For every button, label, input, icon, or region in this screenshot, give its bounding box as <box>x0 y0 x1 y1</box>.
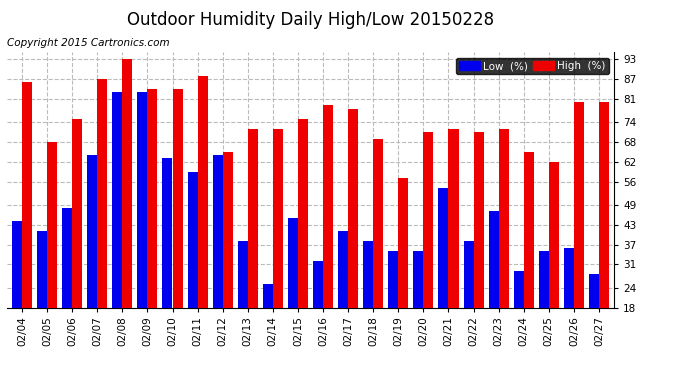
Bar <box>47 142 57 367</box>
Bar <box>489 211 499 367</box>
Bar <box>388 251 398 367</box>
Bar <box>363 241 373 367</box>
Bar <box>438 188 449 367</box>
Bar <box>248 129 258 367</box>
Bar <box>323 105 333 367</box>
Bar <box>97 79 107 367</box>
Bar <box>12 221 22 367</box>
Bar <box>524 152 534 367</box>
Bar <box>473 132 484 367</box>
Bar <box>398 178 408 367</box>
Legend: Low  (%), High  (%): Low (%), High (%) <box>456 58 609 74</box>
Bar <box>348 109 358 367</box>
Bar <box>87 155 97 367</box>
Bar <box>514 271 524 367</box>
Bar <box>288 218 298 367</box>
Bar <box>338 231 348 367</box>
Bar <box>162 159 172 367</box>
Bar <box>197 76 208 367</box>
Bar <box>448 129 459 367</box>
Bar <box>172 89 183 367</box>
Bar <box>62 208 72 367</box>
Bar <box>599 102 609 367</box>
Bar <box>22 82 32 367</box>
Bar <box>373 139 383 367</box>
Bar <box>137 92 148 367</box>
Text: Copyright 2015 Cartronics.com: Copyright 2015 Cartronics.com <box>7 38 170 48</box>
Bar <box>564 248 574 367</box>
Bar <box>223 152 233 367</box>
Bar <box>112 92 122 367</box>
Bar <box>72 119 82 367</box>
Bar <box>188 172 197 367</box>
Text: Outdoor Humidity Daily High/Low 20150228: Outdoor Humidity Daily High/Low 20150228 <box>127 11 494 29</box>
Bar <box>589 274 599 367</box>
Bar <box>122 59 132 367</box>
Bar <box>464 241 473 367</box>
Bar <box>574 102 584 367</box>
Bar <box>148 89 157 367</box>
Bar <box>549 162 559 367</box>
Bar <box>37 231 47 367</box>
Bar <box>413 251 424 367</box>
Bar <box>539 251 549 367</box>
Bar <box>424 132 433 367</box>
Bar <box>213 155 223 367</box>
Bar <box>313 261 323 367</box>
Bar <box>263 284 273 367</box>
Bar <box>238 241 248 367</box>
Bar <box>298 119 308 367</box>
Bar <box>499 129 509 367</box>
Bar <box>273 129 283 367</box>
